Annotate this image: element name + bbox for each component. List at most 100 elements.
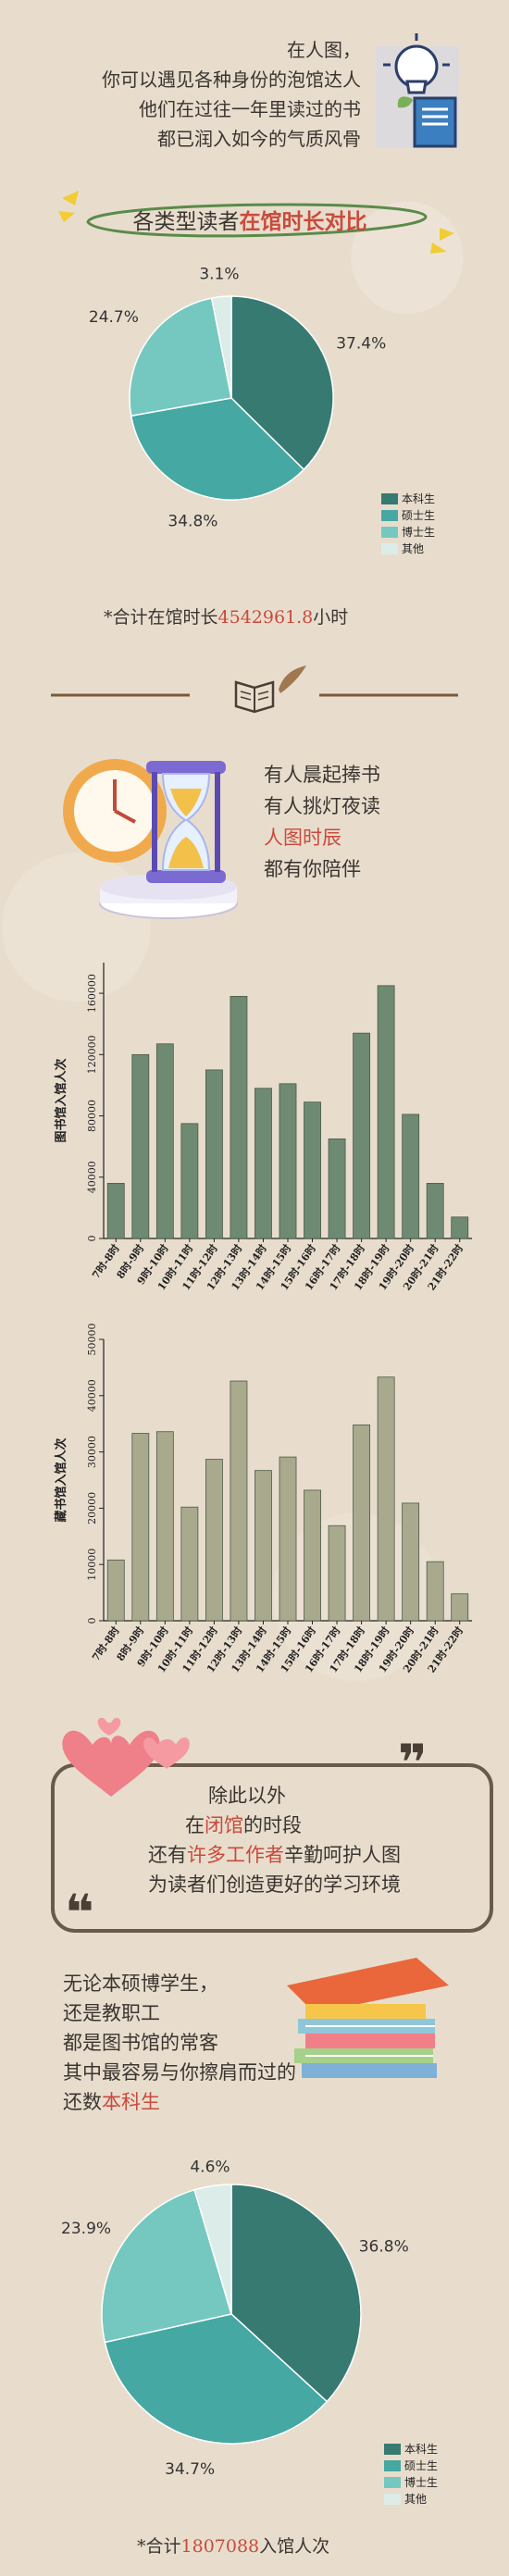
intro-line: 你可以遇见各种身份的泡馆达人 <box>102 68 361 91</box>
bar <box>279 1456 297 1622</box>
bar <box>328 1524 346 1622</box>
section4-line: 其中最容易与你擦肩而过的 <box>63 2061 296 2084</box>
title-highlight: 在馆时长对比 <box>239 209 367 234</box>
bar <box>279 1083 297 1239</box>
pie-slice-1 <box>230 2184 362 2403</box>
legend-label: 其他 <box>402 542 424 555</box>
intro-line: 都已润入如今的气质风骨 <box>157 128 361 150</box>
bar <box>451 1593 469 1622</box>
y-tick-label: 40000 <box>86 1379 98 1412</box>
total-prefix: *合计 <box>137 2536 181 2557</box>
total-entries: *合计1807088入馆人次 <box>137 2532 329 2557</box>
legend-label: 其他 <box>404 2493 427 2506</box>
legend-label: 本科生 <box>402 492 435 505</box>
line-highlight: 许多工作者 <box>187 1844 284 1866</box>
y-tick-label: 0 <box>86 1236 98 1242</box>
legend-swatch <box>381 510 398 521</box>
bar <box>402 1502 420 1622</box>
y-axis-label: 藏书馆入馆人次 <box>54 1437 68 1522</box>
legend-label: 博士生 <box>402 525 435 539</box>
legend-label: 本科生 <box>404 2443 438 2456</box>
bar <box>353 1032 371 1239</box>
bar <box>205 1459 223 1622</box>
bar <box>106 1182 125 1239</box>
bar <box>155 1431 174 1622</box>
legend-swatch <box>381 493 398 504</box>
legend-label: 博士生 <box>404 2475 438 2489</box>
legend-label: 硕士生 <box>404 2459 438 2472</box>
open-quote-icon: ❝ <box>65 1884 94 1942</box>
section3-line: 除此以外 <box>208 1785 286 1807</box>
pie-slice-3 <box>129 297 232 417</box>
legend-swatch <box>384 2477 401 2488</box>
bar <box>106 1559 125 1622</box>
pie-value-label: 3.1% <box>199 266 239 284</box>
intro-line: 在人图， <box>287 39 361 61</box>
line-prefix: 在 <box>185 1814 205 1836</box>
total-value: 4542961.8 <box>217 607 314 628</box>
bar <box>328 1138 346 1239</box>
total-reading-hours: *合计在馆时长4542961.8小时 <box>104 604 348 628</box>
bar <box>230 996 248 1239</box>
y-tick-label: 0 <box>86 1618 98 1624</box>
bar <box>205 1069 223 1239</box>
bar-chart-library-entries: 040000800001200001600007时-8时8时-9时9时-10时1… <box>54 963 472 1293</box>
intro-line: 他们在过往一年里读过的书 <box>139 98 361 120</box>
line-suffix: 的时段 <box>243 1814 302 1836</box>
bar <box>402 1114 420 1239</box>
pie-slice-2 <box>104 2313 329 2445</box>
bar <box>426 1561 444 1622</box>
line-prefix: 还数 <box>63 2091 102 2113</box>
pie-slice-1 <box>230 295 334 471</box>
section3-line: 为读者们创造更好的学习环境 <box>148 1873 401 1896</box>
line-highlight: 本科生 <box>102 2091 160 2113</box>
y-tick-label: 10000 <box>86 1549 98 1581</box>
clock-hourglass-icon <box>63 759 238 919</box>
book-divider <box>51 666 458 714</box>
bar <box>451 1216 469 1239</box>
bar <box>304 1489 321 1622</box>
pie-value-label: 37.4% <box>336 334 386 353</box>
title-prefix: 各类型读者 <box>132 210 240 234</box>
books-stack-icon <box>287 1958 449 2078</box>
total-suffix: 小时 <box>313 607 349 628</box>
bar <box>155 1043 174 1239</box>
total-prefix: *合计在馆时长 <box>104 607 218 628</box>
line-prefix: 还有 <box>148 1844 187 1866</box>
bar <box>377 1376 395 1622</box>
legend-swatch <box>381 543 398 554</box>
bar <box>131 1053 150 1239</box>
bar-chart-stack-library-entries: 010000200003000040000500007时-8时8时-9时9时-1… <box>54 1324 472 1675</box>
pie-slice-4 <box>210 295 232 399</box>
pie-value-label: 4.6% <box>190 2159 230 2177</box>
bar <box>426 1182 444 1239</box>
section3-line: 在闭馆的时段 <box>185 1811 302 1839</box>
bar <box>254 1470 272 1622</box>
pie-value-label: 34.8% <box>168 513 217 531</box>
y-tick-label: 40000 <box>86 1161 98 1193</box>
pie-slice-4 <box>193 2184 232 2315</box>
legend-label: 硕士生 <box>402 509 435 522</box>
y-tick-label: 120000 <box>86 1035 98 1074</box>
title-banner <box>58 191 454 254</box>
pie-value-label: 36.8% <box>359 2237 409 2256</box>
line-highlight: 闭馆 <box>205 1814 243 1836</box>
bar <box>377 985 395 1239</box>
bar <box>180 1506 199 1622</box>
hearts-icon <box>62 1717 190 1797</box>
y-tick-label: 50000 <box>86 1324 98 1356</box>
legend-swatch <box>384 2460 401 2471</box>
section2-line-highlight: 人图时辰 <box>264 827 341 849</box>
section3-line: 还有许多工作者辛勤呵护人图 <box>148 1841 401 1869</box>
bar <box>353 1425 371 1622</box>
y-tick-label: 80000 <box>86 1100 98 1132</box>
y-axis-label: 图书馆入馆人次 <box>54 1058 68 1142</box>
bar <box>304 1101 321 1239</box>
section2-line: 有人晨起捧书 <box>264 764 380 786</box>
pie-value-label: 34.7% <box>165 2460 215 2479</box>
bar <box>180 1123 199 1239</box>
pie-slice-3 <box>101 2188 232 2344</box>
